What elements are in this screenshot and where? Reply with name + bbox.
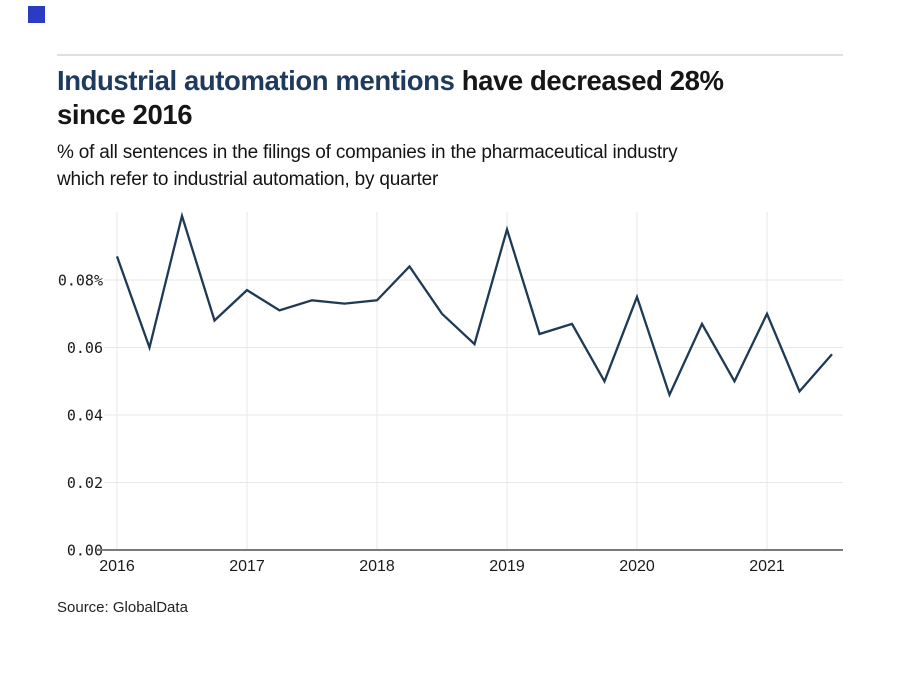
data-line <box>115 211 833 398</box>
chart-title: Industrial automation mentions have decr… <box>57 64 857 131</box>
y-tick-label: 0.06 <box>67 339 103 357</box>
x-tick-label: 2019 <box>489 558 525 575</box>
y-tick-label: 0.08% <box>58 272 103 290</box>
x-tick-label: 2017 <box>229 558 265 575</box>
y-tick-label: 0.00 <box>67 542 103 560</box>
chart-subtitle: % of all sentences in the filings of com… <box>57 140 877 194</box>
y-tick-label: 0.04 <box>67 407 103 425</box>
x-tick-label: 2016 <box>99 558 135 575</box>
header-divider <box>57 54 843 56</box>
x-tick-label: 2018 <box>359 558 395 575</box>
title-line2: since 2016 <box>57 98 193 130</box>
title-rest: have decreased 28% <box>454 65 724 96</box>
title-highlight: Industrial automation mentions <box>57 65 455 96</box>
subtitle-line2: which refer to industrial automation, by… <box>57 168 439 190</box>
line-chart: 2016 2017 2018 2019 2020 2021 0.08% 0.06 0.04 0.0… <box>58 211 843 575</box>
subtitle-line1: % of all sentences in the filings of com… <box>57 142 678 163</box>
x-tick-label: 2020 <box>619 558 655 575</box>
logo-square <box>28 6 45 23</box>
y-tick-label: 0.02 <box>67 474 103 492</box>
x-tick-label: 2021 <box>749 558 785 575</box>
source-note: Source: GlobalData <box>57 599 188 616</box>
